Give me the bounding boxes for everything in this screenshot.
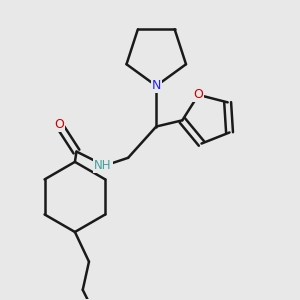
Text: O: O [54,118,64,131]
Text: NH: NH [94,159,112,172]
Text: O: O [194,88,203,101]
Text: N: N [152,80,161,92]
